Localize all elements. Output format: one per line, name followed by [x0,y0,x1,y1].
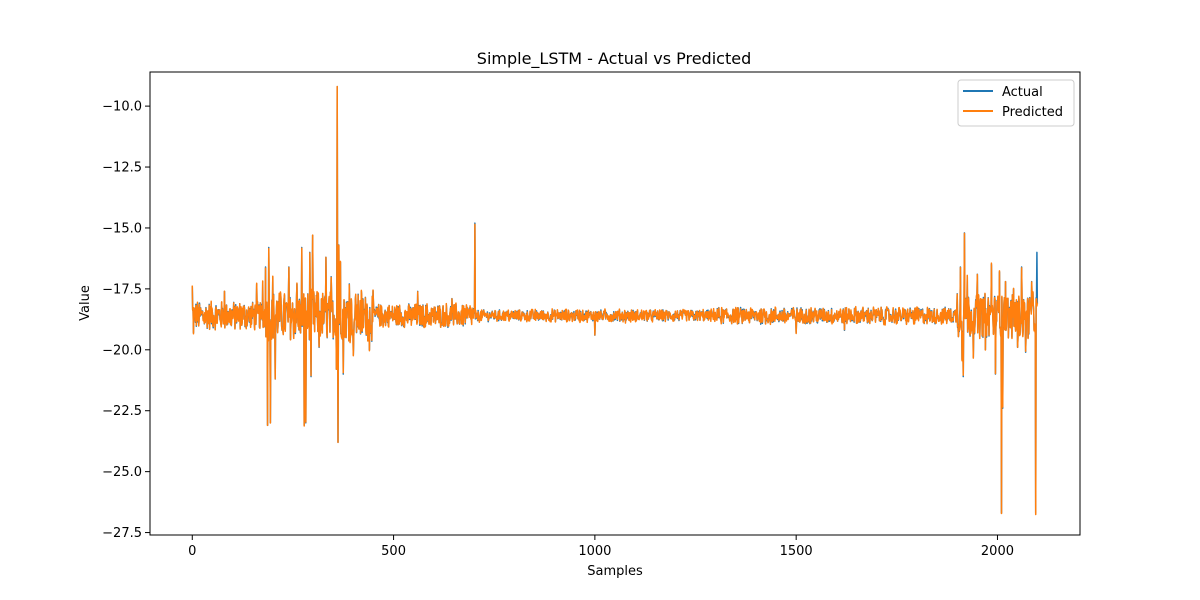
y-axis-label: Value [78,285,93,321]
y-tick-label: −12.5 [102,161,142,176]
series-layer [191,85,1039,516]
x-tick-label: 1500 [780,544,813,559]
x-axis-label: Samples [587,564,643,579]
y-tick-label: −17.5 [102,282,142,297]
x-tick-label: 500 [381,544,406,559]
y-tick-label: −27.5 [102,526,142,541]
x-axis-ticks: 0 500 1000 1500 2000 [188,535,1014,559]
legend-label-predicted: Predicted [1002,105,1063,120]
x-tick-label: 0 [188,544,196,559]
x-tick-label: 2000 [981,544,1014,559]
legend-label-actual: Actual [1002,85,1043,100]
y-tick-label: −15.0 [102,221,142,236]
plot-frame [149,71,1081,536]
y-tick-label: −22.5 [102,404,142,419]
x-tick-label: 1000 [578,544,611,559]
y-tick-label: −20.0 [102,343,142,358]
y-tick-label: −10.0 [102,100,142,115]
legend: Actual Predicted [957,79,1075,127]
plot-area [191,85,1039,516]
series-line-predicted [191,85,1039,516]
y-axis-ticks: −10.0 −12.5 −15.0 −17.5 −20.0 −22.5 −25.0 −27.5 [102,100,150,541]
y-tick-label: −25.0 [102,465,142,480]
chart-title: Simple_LSTM - Actual vs Predicted [477,49,751,69]
